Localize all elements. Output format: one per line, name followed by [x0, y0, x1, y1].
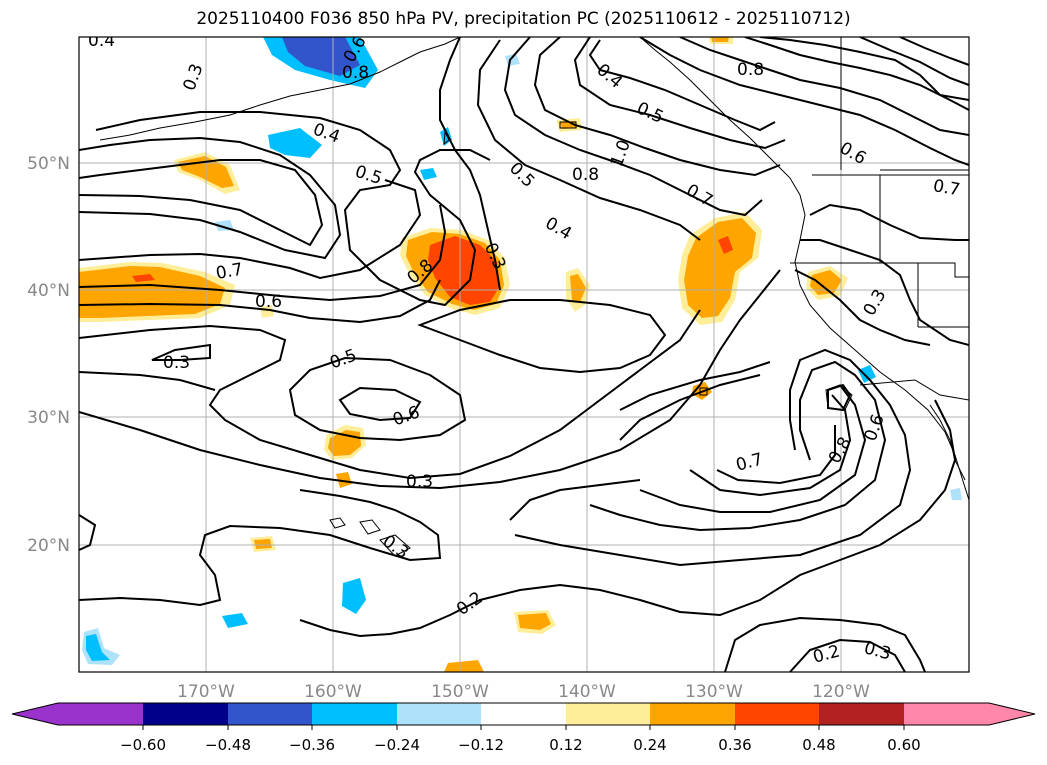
colorbar-segment	[566, 703, 650, 725]
colorbar-segment	[650, 703, 735, 725]
precip-negative-area	[420, 168, 437, 180]
colorbar-tick-label: −0.12	[458, 736, 504, 754]
precip-positive-area	[444, 660, 484, 672]
colorbar-tick-label: 0.48	[802, 736, 835, 754]
precip-negative-area	[86, 634, 110, 661]
map-frame	[78, 36, 970, 673]
lon-axis-labels: 170°W 160°W 150°W 140°W 130°W 120°W	[177, 682, 870, 702]
contour-label: 0.3	[860, 286, 891, 319]
contour-label: 0.4	[542, 213, 575, 244]
lat-label: 30°N	[27, 408, 70, 428]
precip-positive-area	[132, 274, 155, 282]
colorbar-segment	[312, 703, 397, 725]
lon-label: 130°W	[685, 682, 743, 702]
contour-label: 0.7	[214, 260, 244, 284]
contour-label: 0.6	[255, 292, 282, 312]
coastlines	[99, 37, 969, 557]
colorbar-tick-label: −0.48	[205, 736, 251, 754]
contour-label: 0.8	[342, 63, 369, 83]
contour-label: 0.3	[862, 638, 893, 664]
contour-label: 0.2	[811, 641, 842, 667]
colorbar-segment	[481, 703, 566, 725]
precip-negative-area	[282, 37, 360, 76]
lon-label: 140°W	[558, 682, 616, 702]
colorbar-segment	[228, 703, 312, 725]
contour-label: 0.2	[453, 588, 487, 620]
colorbar-tick-label: 0.12	[549, 736, 582, 754]
precip-positive-area	[260, 305, 274, 318]
lon-label: 150°W	[431, 682, 489, 702]
precip-positive-area	[718, 236, 733, 254]
contour-label: 0.7	[931, 176, 961, 200]
colorbar-tick-label: −0.60	[120, 736, 166, 754]
contour-label: 0.7	[734, 449, 765, 475]
precip-positive-area	[810, 270, 842, 295]
colorbar-extend-max	[989, 703, 1035, 725]
precip-positive-area	[684, 218, 756, 318]
precip-positive-area	[518, 613, 551, 630]
colorbar-segment	[819, 703, 904, 725]
pv-contours	[79, 37, 969, 672]
precip-negative-area	[342, 578, 366, 614]
colorbar-tick-label: 0.60	[887, 736, 920, 754]
contour-label: 0.8	[572, 165, 599, 185]
precip-positive-area	[711, 37, 729, 42]
colorbar-tick-label: −0.36	[289, 736, 335, 754]
colorbar-extend-min	[12, 703, 58, 725]
lat-axis-labels: 50°N 40°N 30°N 20°N	[27, 154, 70, 556]
contour-labels: 0.4 0.3 0.6 0.8 0.4 0.5 1.0 0.5 0.8 0.7 …	[88, 31, 962, 668]
contour-label: 0.8	[737, 60, 764, 80]
contour-label: 0.5	[327, 345, 359, 373]
lat-label: 50°N	[27, 154, 70, 174]
lat-label: 40°N	[27, 281, 70, 301]
colorbar-segment	[904, 703, 989, 725]
colorbar-tick-label: −0.24	[374, 736, 420, 754]
precip-negative-area	[440, 127, 452, 146]
lat-label: 20°N	[27, 536, 70, 556]
colorbar-tick-label: 0.24	[633, 736, 666, 754]
precip-positive-area	[336, 472, 352, 488]
precip-negative-area	[222, 613, 248, 628]
graticule	[79, 37, 969, 672]
map-content: 0.4 0.3 0.6 0.8 0.4 0.5 1.0 0.5 0.8 0.7 …	[79, 31, 969, 672]
colorbar-segment	[58, 703, 143, 725]
colorbar-segment	[735, 703, 819, 725]
colorbar-tick-labels: −0.60 −0.48 −0.36 −0.24 −0.12 0.12 0.24 …	[120, 736, 921, 754]
colorbar-segment	[397, 703, 481, 725]
precip-shading	[79, 37, 962, 672]
contour-label: 0.5	[634, 98, 667, 128]
colorbar-outline	[11, 702, 1036, 726]
map-title: 2025110400 F036 850 hPa PV, precipitatio…	[196, 9, 851, 29]
contour-label: 0.4	[88, 31, 115, 51]
colorbar: −0.60 −0.48 −0.36 −0.24 −0.12 0.12 0.24 …	[11, 702, 1036, 754]
colorbar-tick-label: 0.36	[718, 736, 751, 754]
contour-label: 0.3	[179, 61, 207, 93]
lon-label: 120°W	[812, 682, 870, 702]
colorbar-ticks	[142, 725, 905, 730]
lon-label: 160°W	[304, 682, 362, 702]
contour-label: 0.3	[163, 353, 190, 373]
contour-label: 0.5	[352, 162, 384, 189]
precip-positive-area	[428, 236, 500, 305]
lon-label: 170°W	[177, 682, 235, 702]
precip-positive-area	[254, 539, 272, 549]
precip-negative-area	[268, 128, 322, 158]
precip-positive-area	[570, 274, 586, 302]
colorbar-segment	[143, 703, 228, 725]
precip-negative-area	[858, 365, 876, 383]
precip-negative-area	[950, 488, 962, 500]
contour-label: 0.3	[406, 472, 433, 492]
contour-label: 0.5	[505, 159, 538, 192]
